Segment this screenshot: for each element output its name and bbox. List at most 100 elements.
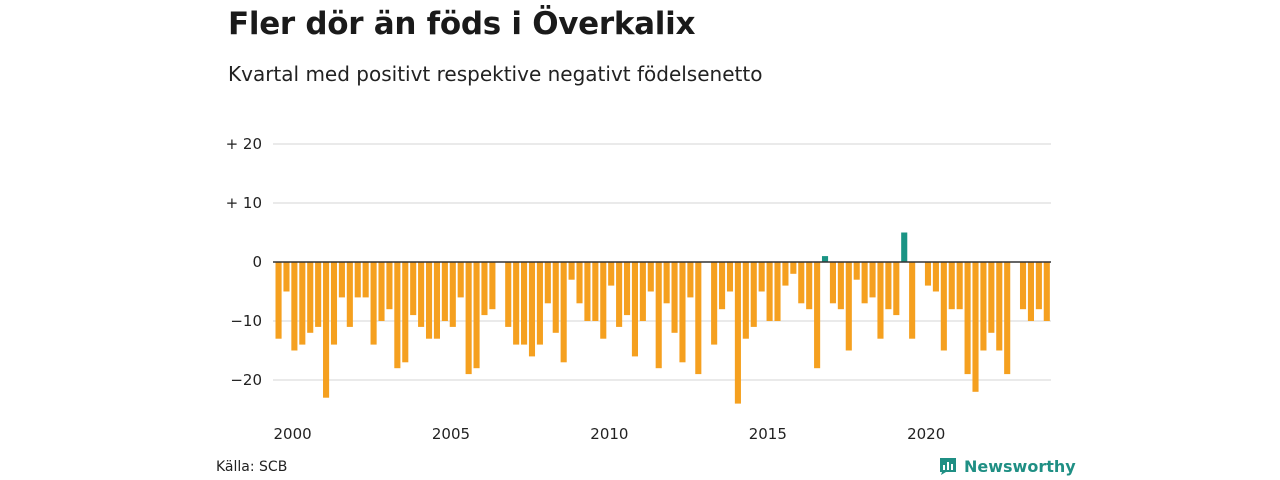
chart-subtitle: Kvartal med positivt respektive negativt… [228, 62, 763, 86]
bar [932, 262, 939, 292]
chart-title: Fler dör än föds i Överkalix [228, 6, 696, 42]
bar [687, 262, 694, 298]
x-tick-label: 2005 [432, 425, 470, 443]
bars [275, 232, 1050, 404]
bar [362, 262, 369, 298]
bar [948, 262, 955, 310]
bar [323, 262, 330, 398]
bar [1035, 262, 1042, 310]
bar [283, 262, 290, 292]
bar [814, 262, 821, 369]
bar [869, 262, 876, 298]
bar [275, 262, 282, 339]
bar [956, 262, 963, 310]
bar [552, 262, 559, 333]
bar [489, 262, 496, 310]
bar [734, 262, 741, 404]
bar [798, 262, 805, 304]
bar [307, 262, 314, 333]
bar [647, 262, 654, 292]
bar [631, 262, 638, 357]
bar [766, 262, 773, 321]
bar [299, 262, 306, 345]
bar [513, 262, 520, 345]
bar [394, 262, 401, 369]
x-tick-label: 2000 [274, 425, 312, 443]
bar [964, 262, 971, 375]
bar [465, 262, 472, 375]
bar [521, 262, 528, 345]
brand-name: Newsworthy [964, 456, 1076, 476]
bar [877, 262, 884, 339]
bar [837, 262, 844, 310]
bar [568, 262, 575, 280]
y-axis-ticks: + 20 + 10 0 −10 −20 [226, 135, 262, 389]
bar [988, 262, 995, 333]
bar [441, 262, 448, 321]
bar [354, 262, 361, 298]
bar [782, 262, 789, 286]
bar [655, 262, 662, 369]
bar [679, 262, 686, 363]
bar [806, 262, 813, 310]
x-tick-label: 2020 [907, 425, 945, 443]
y-tick-label: 0 [252, 253, 262, 271]
chart-bubble-icon [940, 458, 956, 475]
bar [433, 262, 440, 339]
x-tick-label: 2015 [749, 425, 787, 443]
bar [560, 262, 567, 363]
bar [924, 262, 932, 286]
bar [386, 262, 393, 310]
bar [623, 262, 631, 316]
bar [418, 262, 425, 327]
bar [378, 262, 385, 321]
bar [750, 262, 757, 327]
bar [663, 262, 670, 304]
source-note: Källa: SCB [216, 459, 288, 475]
bar [505, 262, 512, 327]
bar [980, 262, 987, 351]
bar [346, 262, 353, 327]
bar [853, 262, 860, 280]
bar [544, 262, 551, 304]
bar [1004, 262, 1011, 375]
bar [425, 262, 433, 339]
bar [291, 262, 298, 351]
bar [829, 262, 836, 304]
bar [726, 262, 734, 292]
bar [370, 262, 377, 345]
bar [774, 262, 781, 321]
bar [695, 262, 702, 375]
bar [330, 262, 338, 345]
bar [616, 262, 623, 327]
bar [821, 256, 829, 262]
bar [528, 262, 536, 357]
bar [584, 262, 591, 321]
y-tick-label: −10 [230, 312, 262, 330]
bar [639, 262, 646, 321]
bar [1019, 262, 1027, 310]
bar [996, 262, 1003, 351]
bar [711, 262, 718, 345]
bar [790, 262, 797, 274]
bar [940, 262, 947, 351]
bar [893, 262, 900, 316]
bar [758, 262, 765, 292]
x-axis-ticks: 2000 2005 2010 2015 2020 [274, 425, 946, 443]
bar [1043, 262, 1050, 321]
bar [600, 262, 607, 339]
bar [885, 262, 892, 310]
bar [1027, 262, 1034, 321]
bar [861, 262, 868, 304]
bar [719, 262, 726, 310]
bar [972, 262, 979, 392]
bar [576, 262, 583, 304]
newsworthy-logo: Newsworthy [938, 456, 1076, 476]
bar [338, 262, 345, 298]
bar [909, 262, 916, 339]
bar [457, 262, 464, 298]
bar [592, 262, 599, 321]
bar [473, 262, 480, 369]
bar [402, 262, 409, 363]
